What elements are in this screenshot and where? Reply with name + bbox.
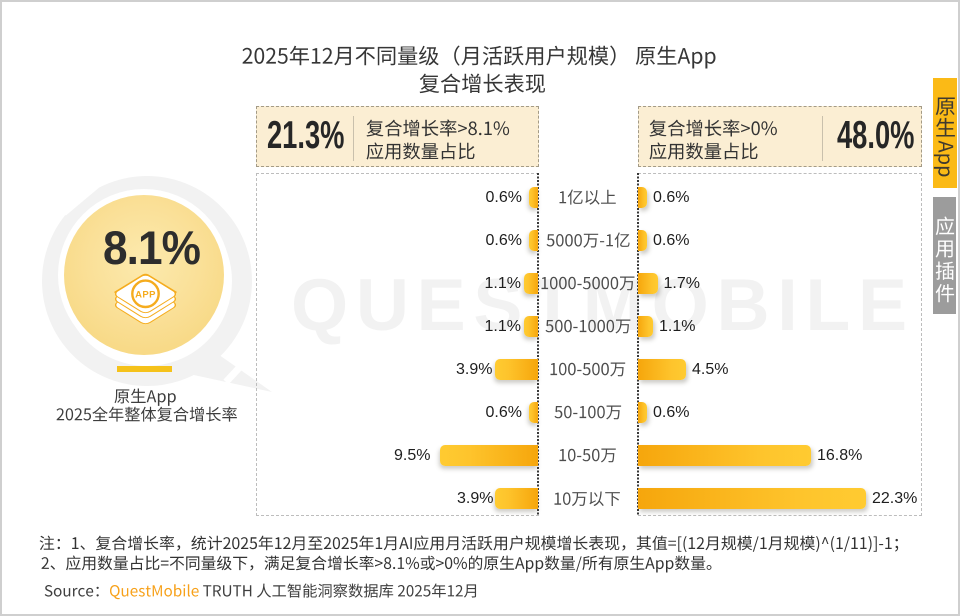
svg-text:APP: APP xyxy=(135,290,156,301)
